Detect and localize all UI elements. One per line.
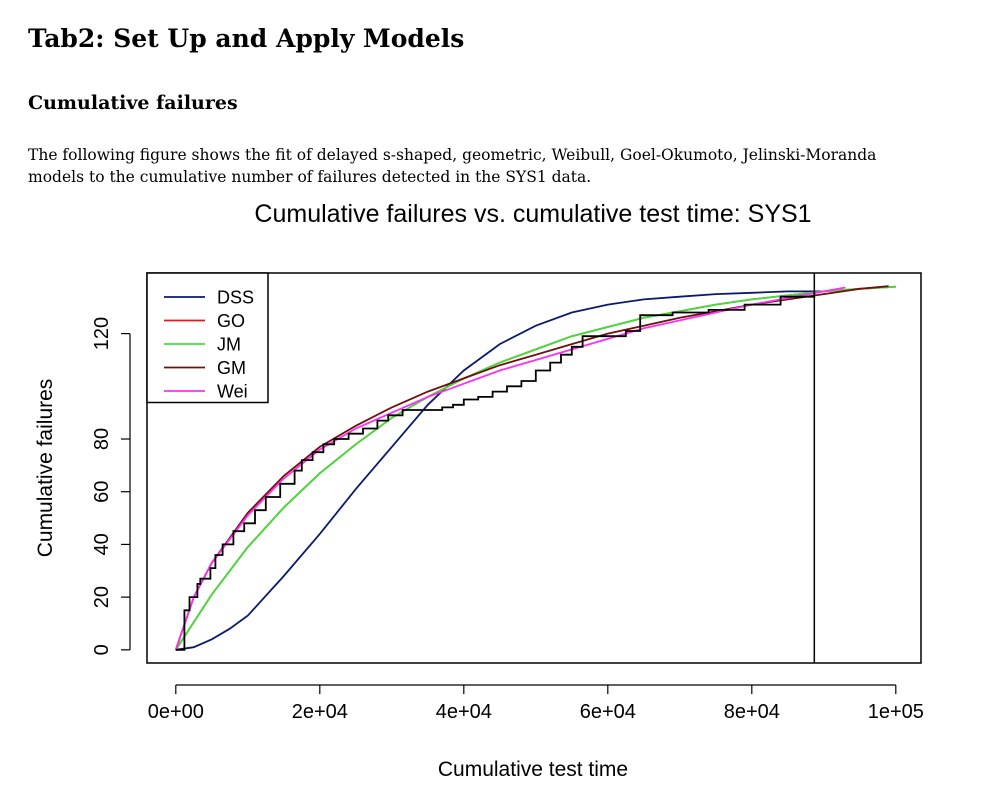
series-line-go	[175, 285, 896, 651]
y-tick-label: 40	[91, 533, 113, 555]
axes-layer: 0e+00 2e+04 4e+04 6e+04 8e+04 1e+05 0 20 40 60 80 1…	[91, 317, 924, 723]
x-tick-label: 2e+04	[292, 701, 348, 723]
series-layer	[174, 273, 896, 663]
paragraph-line-2: models to the cumulative number of failu…	[28, 168, 592, 186]
x-tick-label: 4e+04	[436, 701, 492, 723]
legend-label-gm: GM	[217, 358, 246, 378]
y-tick-label: 20	[91, 586, 113, 608]
series-line-gm	[174, 285, 889, 651]
plot-frame	[146, 272, 922, 664]
chart-title: Cumulative failures vs. cumulative test …	[254, 200, 811, 228]
description-paragraph: The following figure shows the fit of de…	[28, 144, 998, 188]
y-tick-label: 0	[91, 644, 113, 655]
x-tick-label: 6e+04	[580, 701, 636, 723]
series-line-jm	[175, 285, 896, 651]
page-title: Tab2: Set Up and Apply Models	[28, 24, 465, 53]
section-heading: Cumulative failures	[28, 92, 238, 114]
legend: DSS GO JM GM Wei	[146, 272, 269, 404]
y-axis-label: Cumulative failures	[34, 379, 57, 558]
x-tick-label: 0e+00	[148, 701, 204, 723]
y-tick-label: 60	[91, 481, 113, 503]
y-tick-label: 80	[91, 428, 113, 450]
observed-failures-step-line	[175, 291, 816, 651]
series-line-wei	[174, 286, 846, 651]
legend-label-go: GO	[217, 311, 245, 331]
series-line-dss	[175, 290, 824, 651]
x-axis-label: Cumulative test time	[438, 758, 628, 781]
paragraph-line-1: The following figure shows the fit of de…	[28, 146, 877, 164]
y-tick-label: 120	[91, 317, 113, 350]
legend-label-dss: DSS	[217, 288, 254, 308]
x-tick-label: 8e+04	[724, 701, 780, 723]
cumulative-failures-chart: Cumulative failures vs. cumulative test …	[34, 200, 924, 781]
legend-label-jm: JM	[217, 335, 241, 355]
legend-box	[146, 272, 269, 404]
legend-label-wei: Wei	[217, 382, 248, 402]
x-tick-label: 1e+05	[868, 701, 924, 723]
